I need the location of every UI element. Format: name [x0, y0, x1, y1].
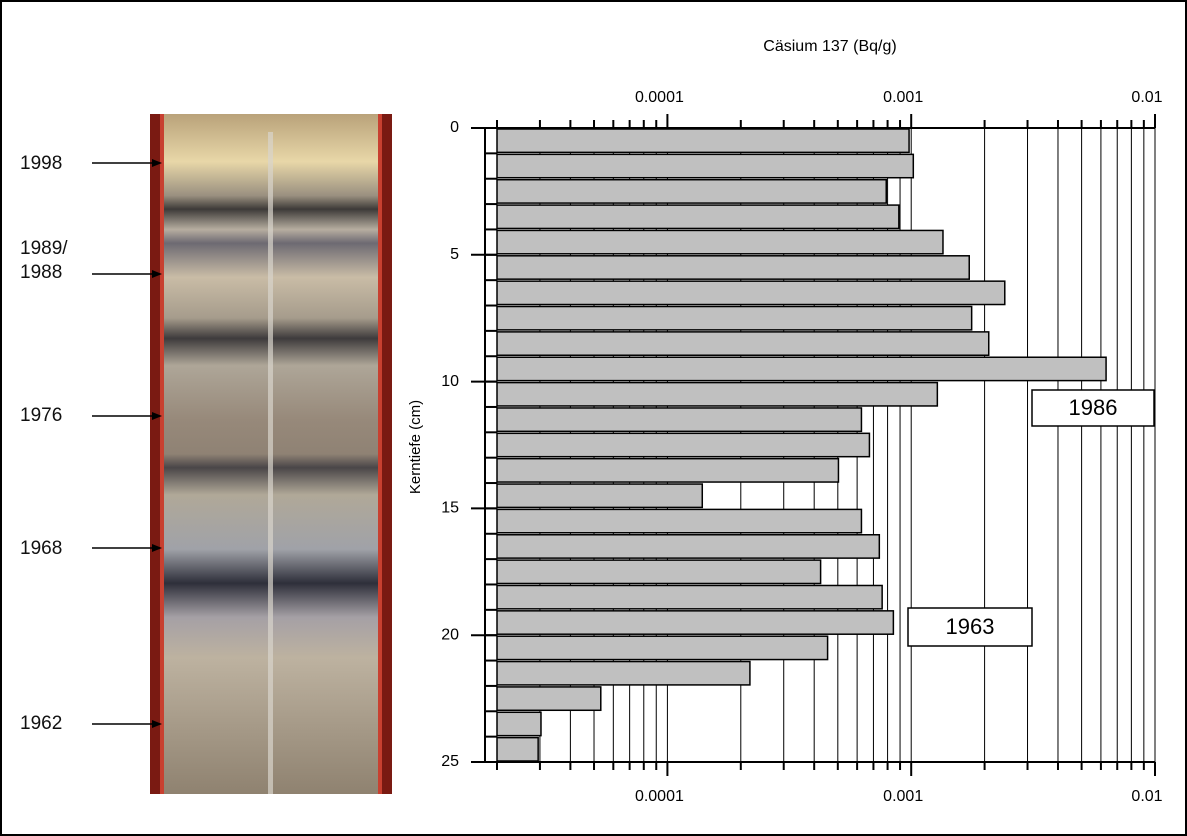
- core-photo: [150, 114, 392, 794]
- bar: [497, 636, 828, 659]
- bar: [497, 459, 838, 482]
- y-tick-label: 25: [441, 753, 459, 770]
- x-tick-label: 0.01: [1131, 788, 1162, 805]
- bar: [497, 687, 601, 710]
- x-tick-label: 0.001: [883, 788, 923, 805]
- bar: [497, 585, 882, 608]
- bar: [497, 560, 821, 583]
- bar: [497, 357, 1106, 380]
- core-label: 1989/ 1988: [20, 237, 68, 285]
- bar: [497, 383, 937, 406]
- bar: [497, 433, 869, 456]
- y-tick-label: 20: [441, 626, 459, 643]
- core-label: 1962: [20, 712, 62, 736]
- bar: [497, 205, 899, 228]
- x-axis-title: Cäsium 137 (Bq/g): [763, 38, 896, 55]
- annotation: 1963: [946, 614, 995, 639]
- bar: [497, 509, 861, 532]
- y-tick-label: 15: [441, 500, 459, 517]
- x-tick-label: 0.01: [1131, 89, 1162, 106]
- bar: [497, 408, 861, 431]
- y-axis-title: Kerntiefe (cm): [407, 400, 424, 494]
- bar: [497, 230, 943, 253]
- y-tick-label: 5: [450, 246, 459, 263]
- x-tick-label: 0.0001: [635, 89, 684, 106]
- y-tick-label: 10: [441, 373, 459, 390]
- bar: [497, 180, 886, 203]
- bar: [497, 611, 893, 634]
- core-label: 1998: [20, 152, 62, 176]
- annotation: 1986: [1069, 395, 1118, 420]
- x-tick-label: 0.001: [883, 89, 923, 106]
- bar: [497, 712, 541, 735]
- y-tick-label: 0: [450, 119, 459, 136]
- bar: [497, 154, 913, 177]
- bar: [497, 256, 969, 279]
- x-tick-label: 0.0001: [635, 788, 684, 805]
- bar: [497, 484, 702, 507]
- bar: [497, 662, 750, 685]
- bar: [497, 738, 538, 761]
- core-label: 1976: [20, 404, 62, 428]
- bar: [497, 307, 972, 330]
- bar: [497, 281, 1005, 304]
- chart: 0.0001 0.0001 0.001 0.001 0.01 0.01 0 5 10 15 20 25…: [2, 2, 1185, 834]
- bar: [497, 129, 909, 152]
- core-label: 1968: [20, 537, 62, 561]
- page: 0.0001 0.0001 0.001 0.001 0.01 0.01 0 5 10 15 20 25…: [0, 0, 1187, 836]
- bar: [497, 332, 989, 355]
- bar: [497, 535, 879, 558]
